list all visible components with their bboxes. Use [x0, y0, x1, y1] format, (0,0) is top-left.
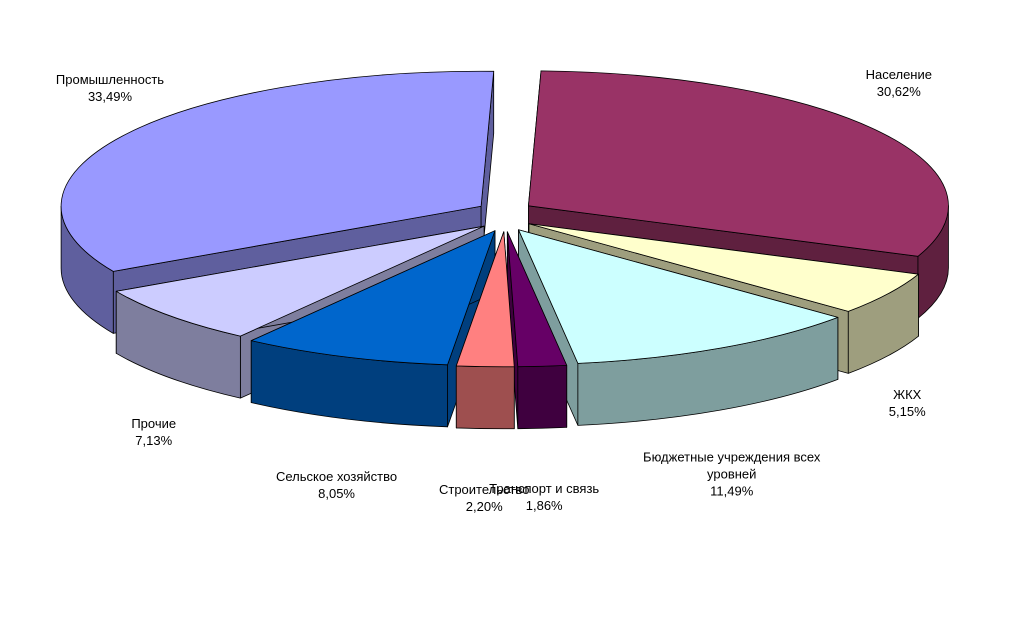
slice-top: [528, 70, 949, 257]
value-label: 33,49%: [87, 88, 133, 104]
category-label: Прочие: [131, 416, 177, 432]
data-label: Население 30,62%: [794, 66, 1004, 100]
slice: [250, 230, 496, 428]
slice-side: [517, 364, 568, 430]
slice-top: [518, 229, 839, 364]
slice-top: [455, 231, 515, 368]
category-label: Транспорт и связь: [489, 481, 600, 497]
data-label: Строительство 2,20%: [379, 481, 589, 515]
data-label: Бюджетные учреждения всех уровней 11,49%: [627, 448, 837, 499]
value-label: 11,49%: [710, 483, 754, 499]
slice-top: [115, 225, 485, 337]
category-label: Бюджетные учреждения всех уровней: [643, 449, 821, 482]
slice: [455, 231, 515, 430]
data-label: Сельское хозяйство 8,05%: [232, 468, 442, 502]
slice-top: [60, 70, 495, 272]
category-label: Строительство: [438, 481, 530, 497]
data-label: Транспорт и связь 1,86%: [439, 480, 649, 514]
category-label: ЖКХ: [893, 387, 922, 403]
slice: [506, 231, 568, 430]
value-label: 30,62%: [876, 83, 921, 99]
category-label: Сельское хозяйство: [276, 468, 398, 484]
data-label: Промышленность 33,49%: [5, 71, 215, 105]
slice-side: [455, 365, 515, 430]
value-label: 8,05%: [318, 485, 355, 501]
data-label: Прочие 7,13%: [49, 415, 259, 449]
slice-top: [250, 230, 496, 366]
data-label: ЖКХ 5,15%: [802, 386, 1012, 420]
value-label: 2,20%: [465, 498, 503, 514]
slice-top: [506, 231, 568, 368]
slice-top: [528, 223, 919, 312]
value-label: 7,13%: [135, 433, 173, 449]
category-label: Население: [865, 66, 932, 82]
category-label: Промышленность: [55, 71, 165, 87]
value-label: 5,15%: [888, 404, 926, 420]
value-label: 1,86%: [525, 498, 563, 514]
